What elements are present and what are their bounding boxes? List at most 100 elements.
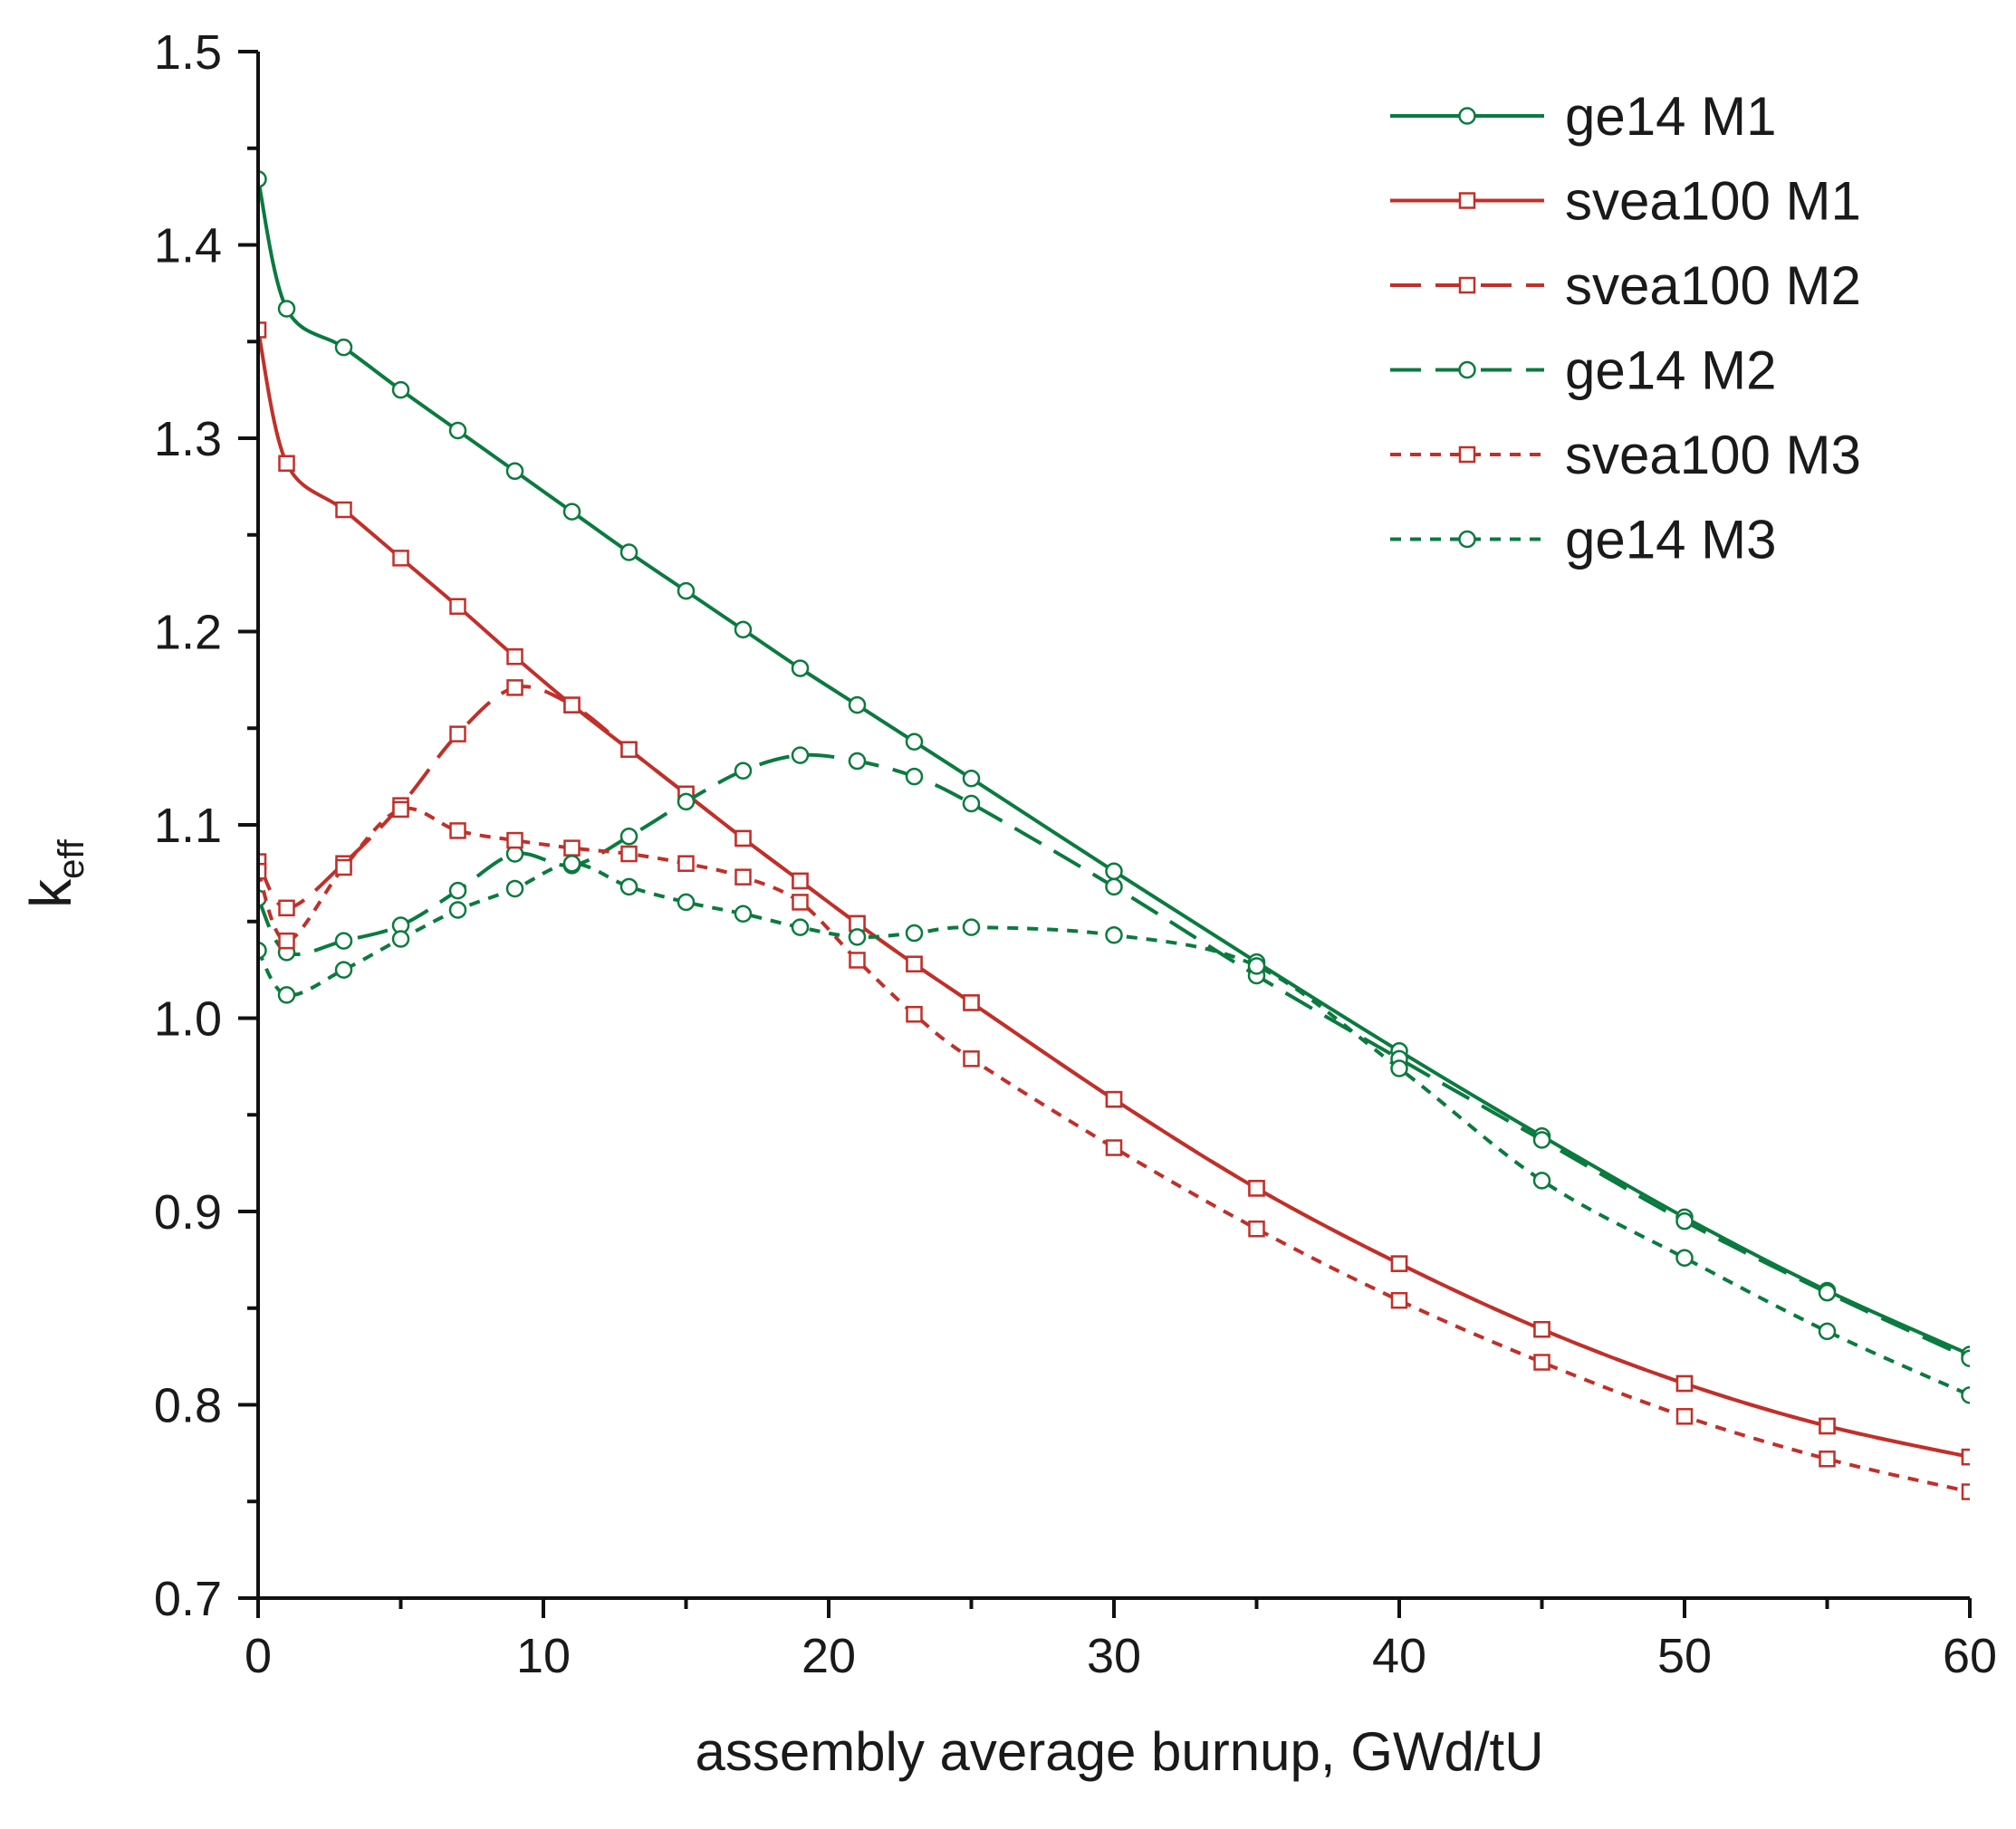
data-point-ge14-m2	[1532, 1131, 1551, 1149]
data-point-ge14-m3	[277, 986, 296, 1004]
data-point-ge14-m1	[848, 695, 867, 714]
data-point-svea100-m3	[258, 862, 267, 880]
data-point-ge14-m2	[734, 761, 753, 780]
y-tick-label: 1.4	[154, 219, 222, 273]
data-point-svea100-m2	[963, 994, 980, 1011]
x-tick-label: 60	[1943, 1629, 1997, 1683]
series-svea100-m2	[258, 679, 1970, 1466]
y-tick-label: 0.9	[154, 1185, 222, 1240]
legend-label-svea100-m2: svea100 M2	[1565, 255, 1861, 316]
data-point-ge14-m3	[562, 854, 581, 873]
x-tick-label: 20	[802, 1629, 856, 1683]
legend-marker-svea100-m1	[1458, 192, 1476, 209]
data-point-ge14-m1	[1105, 862, 1123, 880]
data-point-svea100-m3	[620, 845, 638, 863]
data-point-ge14-m1	[505, 462, 524, 481]
data-point-svea100-m1	[335, 501, 352, 519]
legend-item-svea100-m2: svea100 M2	[1390, 255, 1861, 316]
x-tick-label: 50	[1657, 1629, 1712, 1683]
y-tick-label: 0.8	[154, 1379, 222, 1433]
data-point-ge14-m2	[1105, 877, 1123, 896]
x-axis-label: assembly average burnup, GWd/tU	[695, 1721, 1543, 1782]
legend-label-ge14-m2: ge14 M2	[1565, 340, 1777, 401]
data-point-ge14-m2	[1961, 1349, 1970, 1368]
series-ge14-m2	[258, 746, 1970, 1368]
data-point-svea100-m3	[563, 839, 581, 857]
data-point-ge14-m1	[734, 620, 753, 639]
data-point-svea100-m3	[1390, 1291, 1408, 1309]
legend-item-svea100-m1: svea100 M1	[1390, 171, 1861, 232]
data-point-ge14-m1	[334, 338, 353, 357]
data-point-ge14-m3	[962, 918, 981, 936]
legend: ge14 M1 svea100 M1 svea100 M2 ge14 M2 svea10…	[1390, 86, 1861, 570]
data-point-svea100-m3	[792, 894, 809, 911]
y-tick-label: 1.3	[154, 412, 222, 466]
legend-item-ge14-m1: ge14 M1	[1390, 86, 1777, 147]
data-point-ge14-m1	[905, 733, 924, 751]
data-point-ge14-m3	[1390, 1059, 1408, 1077]
data-point-svea100-m2	[258, 853, 267, 870]
data-point-svea100-m3	[1533, 1354, 1550, 1371]
data-point-svea100-m1	[258, 321, 267, 339]
data-point-svea100-m1	[449, 598, 466, 615]
data-point-ge14-m3	[1818, 1322, 1837, 1341]
y-tick-label: 1.2	[154, 606, 222, 660]
data-point-svea100-m3	[335, 858, 352, 876]
data-point-ge14-m1	[562, 503, 581, 521]
data-point-svea100-m2	[1961, 1448, 1970, 1466]
data-point-ge14-m2	[1818, 1283, 1837, 1302]
data-point-svea100-m3	[1248, 1220, 1265, 1238]
axes: 0 10 20 30 40 50 60 0.7 0.8 0.9 1.0 1.1 1.2 1.3 1.4 1.5	[154, 25, 1997, 1683]
data-point-svea100-m2	[1675, 1374, 1694, 1393]
legend-item-svea100-m3: svea100 M3	[1390, 425, 1861, 485]
data-point-ge14-m1	[619, 543, 638, 561]
legend-marker-ge14-m2	[1458, 360, 1476, 379]
data-point-ge14-m1	[258, 170, 267, 188]
data-point-ge14-m3	[1675, 1249, 1694, 1267]
data-point-svea100-m3	[1105, 1139, 1123, 1156]
data-point-svea100-m1	[506, 648, 523, 666]
y-axis-label: keff	[18, 838, 91, 908]
data-point-svea100-m3	[677, 855, 695, 872]
data-point-svea100-m2	[734, 829, 752, 847]
x-tick-label: 10	[516, 1629, 571, 1683]
data-point-ge14-m3	[848, 928, 867, 946]
data-point-ge14-m2	[677, 792, 696, 811]
data-point-svea100-m2	[906, 955, 923, 972]
legend-marker-svea100-m3	[1458, 445, 1476, 464]
data-point-ge14-m1	[962, 770, 981, 788]
series-svea100-m3	[258, 800, 1970, 1500]
data-point-ge14-m3	[448, 901, 467, 919]
data-point-svea100-m3	[1961, 1483, 1970, 1500]
data-point-ge14-m3	[505, 879, 524, 898]
data-point-svea100-m3	[278, 932, 295, 950]
data-point-ge14-m2	[619, 828, 638, 846]
data-point-ge14-m2	[791, 746, 810, 764]
series-line-svea100-m2	[258, 685, 1970, 1460]
data-point-ge14-m3	[258, 942, 267, 960]
data-point-svea100-m3	[506, 831, 523, 849]
y-tick-label: 1.0	[154, 992, 222, 1047]
data-point-svea100-m2	[449, 725, 466, 742]
series-ge14-m3	[258, 854, 1970, 1404]
data-point-ge14-m1	[791, 659, 810, 677]
data-point-svea100-m2	[1105, 1090, 1123, 1108]
data-point-svea100-m2	[278, 899, 295, 917]
legend-marker-ge14-m1	[1458, 107, 1476, 125]
data-point-ge14-m3	[334, 961, 353, 979]
legend-label-svea100-m1: svea100 M1	[1565, 171, 1861, 232]
data-point-ge14-m3	[791, 918, 810, 936]
data-point-ge14-m3	[1532, 1172, 1551, 1190]
data-point-ge14-m1	[391, 380, 410, 399]
legend-item-ge14-m2: ge14 M2	[1390, 340, 1777, 401]
data-point-svea100-m3	[734, 868, 752, 886]
data-point-ge14-m3	[391, 930, 410, 948]
legend-label-ge14-m3: ge14 M3	[1565, 510, 1777, 570]
data-point-svea100-m3	[963, 1050, 980, 1068]
data-point-ge14-m3	[1961, 1386, 1970, 1404]
legend-marker-svea100-m2	[1458, 276, 1476, 294]
data-point-svea100-m2	[563, 696, 581, 713]
data-point-ge14-m2	[334, 932, 353, 950]
